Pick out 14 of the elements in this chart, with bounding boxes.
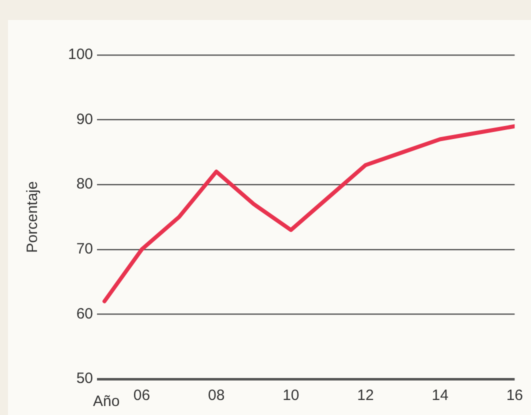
y-tick-label: 60 <box>76 305 94 322</box>
x-tick-label: 08 <box>208 387 225 404</box>
y-tick-label: 50 <box>76 370 94 388</box>
y-tick-label: 90 <box>76 110 94 128</box>
y-axis-title: Porcentaje <box>24 181 42 253</box>
y-tick-label: 100 <box>68 46 94 64</box>
x-tick-label: 12 <box>357 387 374 404</box>
y-tick-label: 80 <box>76 176 94 193</box>
y-tick-label: 70 <box>76 240 94 258</box>
x-tick-label: 06 <box>133 387 150 404</box>
x-axis-title: Año <box>93 393 120 410</box>
x-tick-label: 10 <box>282 387 300 404</box>
x-tick-label: 14 <box>432 387 448 404</box>
x-tick-label: 16 <box>506 387 523 404</box>
